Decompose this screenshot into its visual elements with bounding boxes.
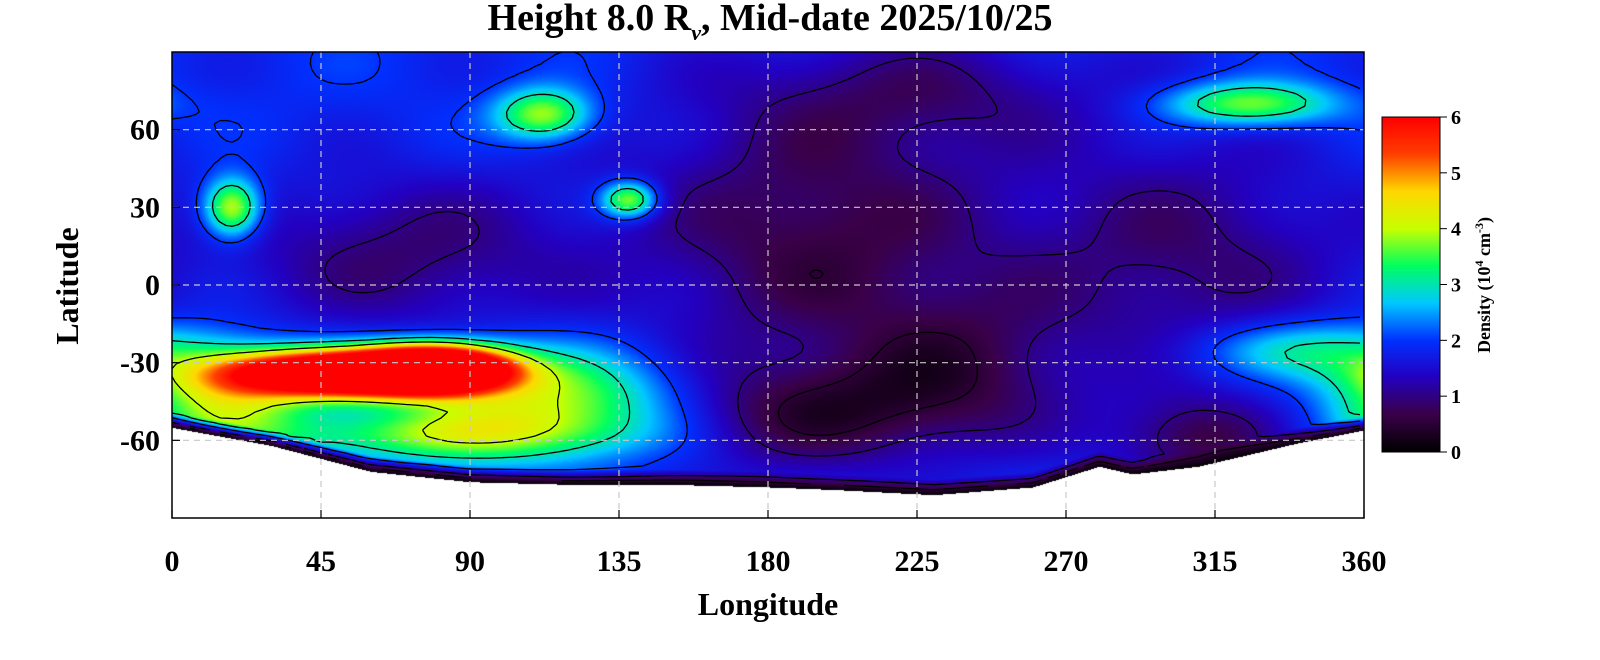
colorbar bbox=[1382, 117, 1440, 452]
x-tick-label: 90 bbox=[455, 545, 485, 578]
y-tick-label: -60 bbox=[120, 424, 160, 457]
title-subscript: ν bbox=[691, 20, 701, 45]
x-tick-label: 135 bbox=[597, 545, 642, 578]
chart-title: Height 8.0 Rν, Mid-date 2025/10/25 bbox=[488, 0, 1053, 45]
colorbar-tick-label: 5 bbox=[1451, 163, 1461, 185]
colorbar-ticks: 0 1 2 3 4 5 6 bbox=[1440, 107, 1461, 464]
x-tick-label: 360 bbox=[1342, 545, 1387, 578]
contour-level-1 bbox=[171, 57, 1361, 486]
contour-lines bbox=[171, 51, 1361, 491]
colorbar-tick-label: 1 bbox=[1451, 386, 1461, 408]
y-axis-label: Latitude bbox=[49, 227, 85, 344]
colorbar-tick-label: 2 bbox=[1451, 330, 1461, 352]
y-tick-labels: 60 30 0 -30 -60 bbox=[120, 114, 180, 457]
contour-level-4 bbox=[171, 341, 561, 444]
grid-lines bbox=[172, 52, 1364, 518]
x-tick-label: 225 bbox=[895, 545, 940, 578]
contour-level-3 bbox=[171, 87, 1361, 459]
colorbar-tick-label: 4 bbox=[1451, 219, 1461, 241]
colorbar-label: Density (104 cm-3) bbox=[1472, 217, 1495, 353]
x-tick-label: 315 bbox=[1193, 545, 1238, 578]
x-tick-label: 180 bbox=[746, 545, 791, 578]
title-prefix: Height 8.0 R bbox=[488, 0, 692, 39]
colorbar-tick-label: 3 bbox=[1451, 275, 1461, 297]
y-tick-label: 30 bbox=[130, 191, 160, 224]
x-tick-labels: 0 45 90 135 180 225 270 315 360 bbox=[165, 510, 1387, 578]
x-axis-label: Longitude bbox=[698, 586, 838, 622]
colorbar-label-mid: cm bbox=[1474, 233, 1494, 260]
contour-level-2 bbox=[171, 51, 1361, 471]
colorbar-tick-label: 6 bbox=[1451, 107, 1461, 129]
y-tick-label: -30 bbox=[120, 347, 160, 380]
y-tick-label: 60 bbox=[130, 114, 160, 147]
colorbar-label-suffix: ) bbox=[1474, 217, 1495, 223]
contour-level-0-5 bbox=[189, 269, 1361, 491]
y-tick-label: 0 bbox=[145, 269, 160, 302]
colorbar-label-prefix: Density (10 bbox=[1474, 266, 1495, 353]
title-suffix: , Mid-date 2025/10/25 bbox=[701, 0, 1052, 39]
x-tick-label: 45 bbox=[306, 545, 336, 578]
colorbar-tick-label: 0 bbox=[1451, 442, 1461, 464]
x-tick-label: 0 bbox=[165, 545, 180, 578]
x-tick-label: 270 bbox=[1044, 545, 1089, 578]
colorbar-label-exp1: 4 bbox=[1472, 260, 1486, 266]
colorbar-label-exp2: -3 bbox=[1472, 223, 1486, 233]
